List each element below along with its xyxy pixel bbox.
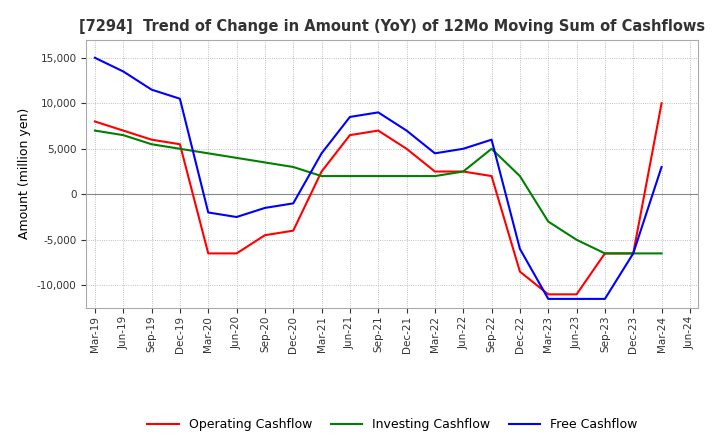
Investing Cashflow — [516, 173, 524, 179]
Investing Cashflow — [346, 173, 354, 179]
Investing Cashflow — [572, 237, 581, 242]
Investing Cashflow — [374, 173, 382, 179]
Free Cashflow — [487, 137, 496, 142]
Free Cashflow — [233, 214, 241, 220]
Operating Cashflow — [657, 101, 666, 106]
Free Cashflow — [346, 114, 354, 120]
Operating Cashflow — [431, 169, 439, 174]
Free Cashflow — [600, 296, 609, 301]
Operating Cashflow — [176, 142, 184, 147]
Operating Cashflow — [289, 228, 297, 233]
Operating Cashflow — [148, 137, 156, 142]
Free Cashflow — [431, 150, 439, 156]
Operating Cashflow — [204, 251, 212, 256]
Investing Cashflow — [544, 219, 552, 224]
Operating Cashflow — [600, 251, 609, 256]
Investing Cashflow — [431, 173, 439, 179]
Operating Cashflow — [516, 269, 524, 274]
Free Cashflow — [544, 296, 552, 301]
Free Cashflow — [516, 246, 524, 252]
Free Cashflow — [374, 110, 382, 115]
Investing Cashflow — [148, 142, 156, 147]
Operating Cashflow — [629, 251, 637, 256]
Investing Cashflow — [402, 173, 411, 179]
Free Cashflow — [91, 55, 99, 60]
Investing Cashflow — [657, 251, 666, 256]
Line: Operating Cashflow: Operating Cashflow — [95, 103, 662, 294]
Operating Cashflow — [91, 119, 99, 124]
Free Cashflow — [572, 296, 581, 301]
Operating Cashflow — [459, 169, 467, 174]
Line: Investing Cashflow: Investing Cashflow — [95, 131, 662, 253]
Free Cashflow — [459, 146, 467, 151]
Investing Cashflow — [176, 146, 184, 151]
Investing Cashflow — [91, 128, 99, 133]
Investing Cashflow — [318, 173, 326, 179]
Free Cashflow — [176, 96, 184, 101]
Operating Cashflow — [318, 169, 326, 174]
Operating Cashflow — [233, 251, 241, 256]
Investing Cashflow — [119, 132, 127, 138]
Operating Cashflow — [572, 292, 581, 297]
Free Cashflow — [119, 69, 127, 74]
Free Cashflow — [148, 87, 156, 92]
Free Cashflow — [318, 150, 326, 156]
Investing Cashflow — [600, 251, 609, 256]
Investing Cashflow — [204, 150, 212, 156]
Free Cashflow — [261, 205, 269, 211]
Title: [7294]  Trend of Change in Amount (YoY) of 12Mo Moving Sum of Cashflows: [7294] Trend of Change in Amount (YoY) o… — [79, 19, 706, 34]
Investing Cashflow — [261, 160, 269, 165]
Operating Cashflow — [544, 292, 552, 297]
Investing Cashflow — [629, 251, 637, 256]
Free Cashflow — [629, 251, 637, 256]
Free Cashflow — [289, 201, 297, 206]
Operating Cashflow — [119, 128, 127, 133]
Operating Cashflow — [261, 233, 269, 238]
Free Cashflow — [657, 164, 666, 169]
Investing Cashflow — [289, 164, 297, 169]
Investing Cashflow — [487, 146, 496, 151]
Free Cashflow — [204, 210, 212, 215]
Operating Cashflow — [402, 146, 411, 151]
Operating Cashflow — [346, 132, 354, 138]
Line: Free Cashflow: Free Cashflow — [95, 58, 662, 299]
Operating Cashflow — [374, 128, 382, 133]
Free Cashflow — [402, 128, 411, 133]
Legend: Operating Cashflow, Investing Cashflow, Free Cashflow: Operating Cashflow, Investing Cashflow, … — [143, 413, 642, 436]
Y-axis label: Amount (million yen): Amount (million yen) — [19, 108, 32, 239]
Operating Cashflow — [487, 173, 496, 179]
Investing Cashflow — [459, 169, 467, 174]
Investing Cashflow — [233, 155, 241, 161]
